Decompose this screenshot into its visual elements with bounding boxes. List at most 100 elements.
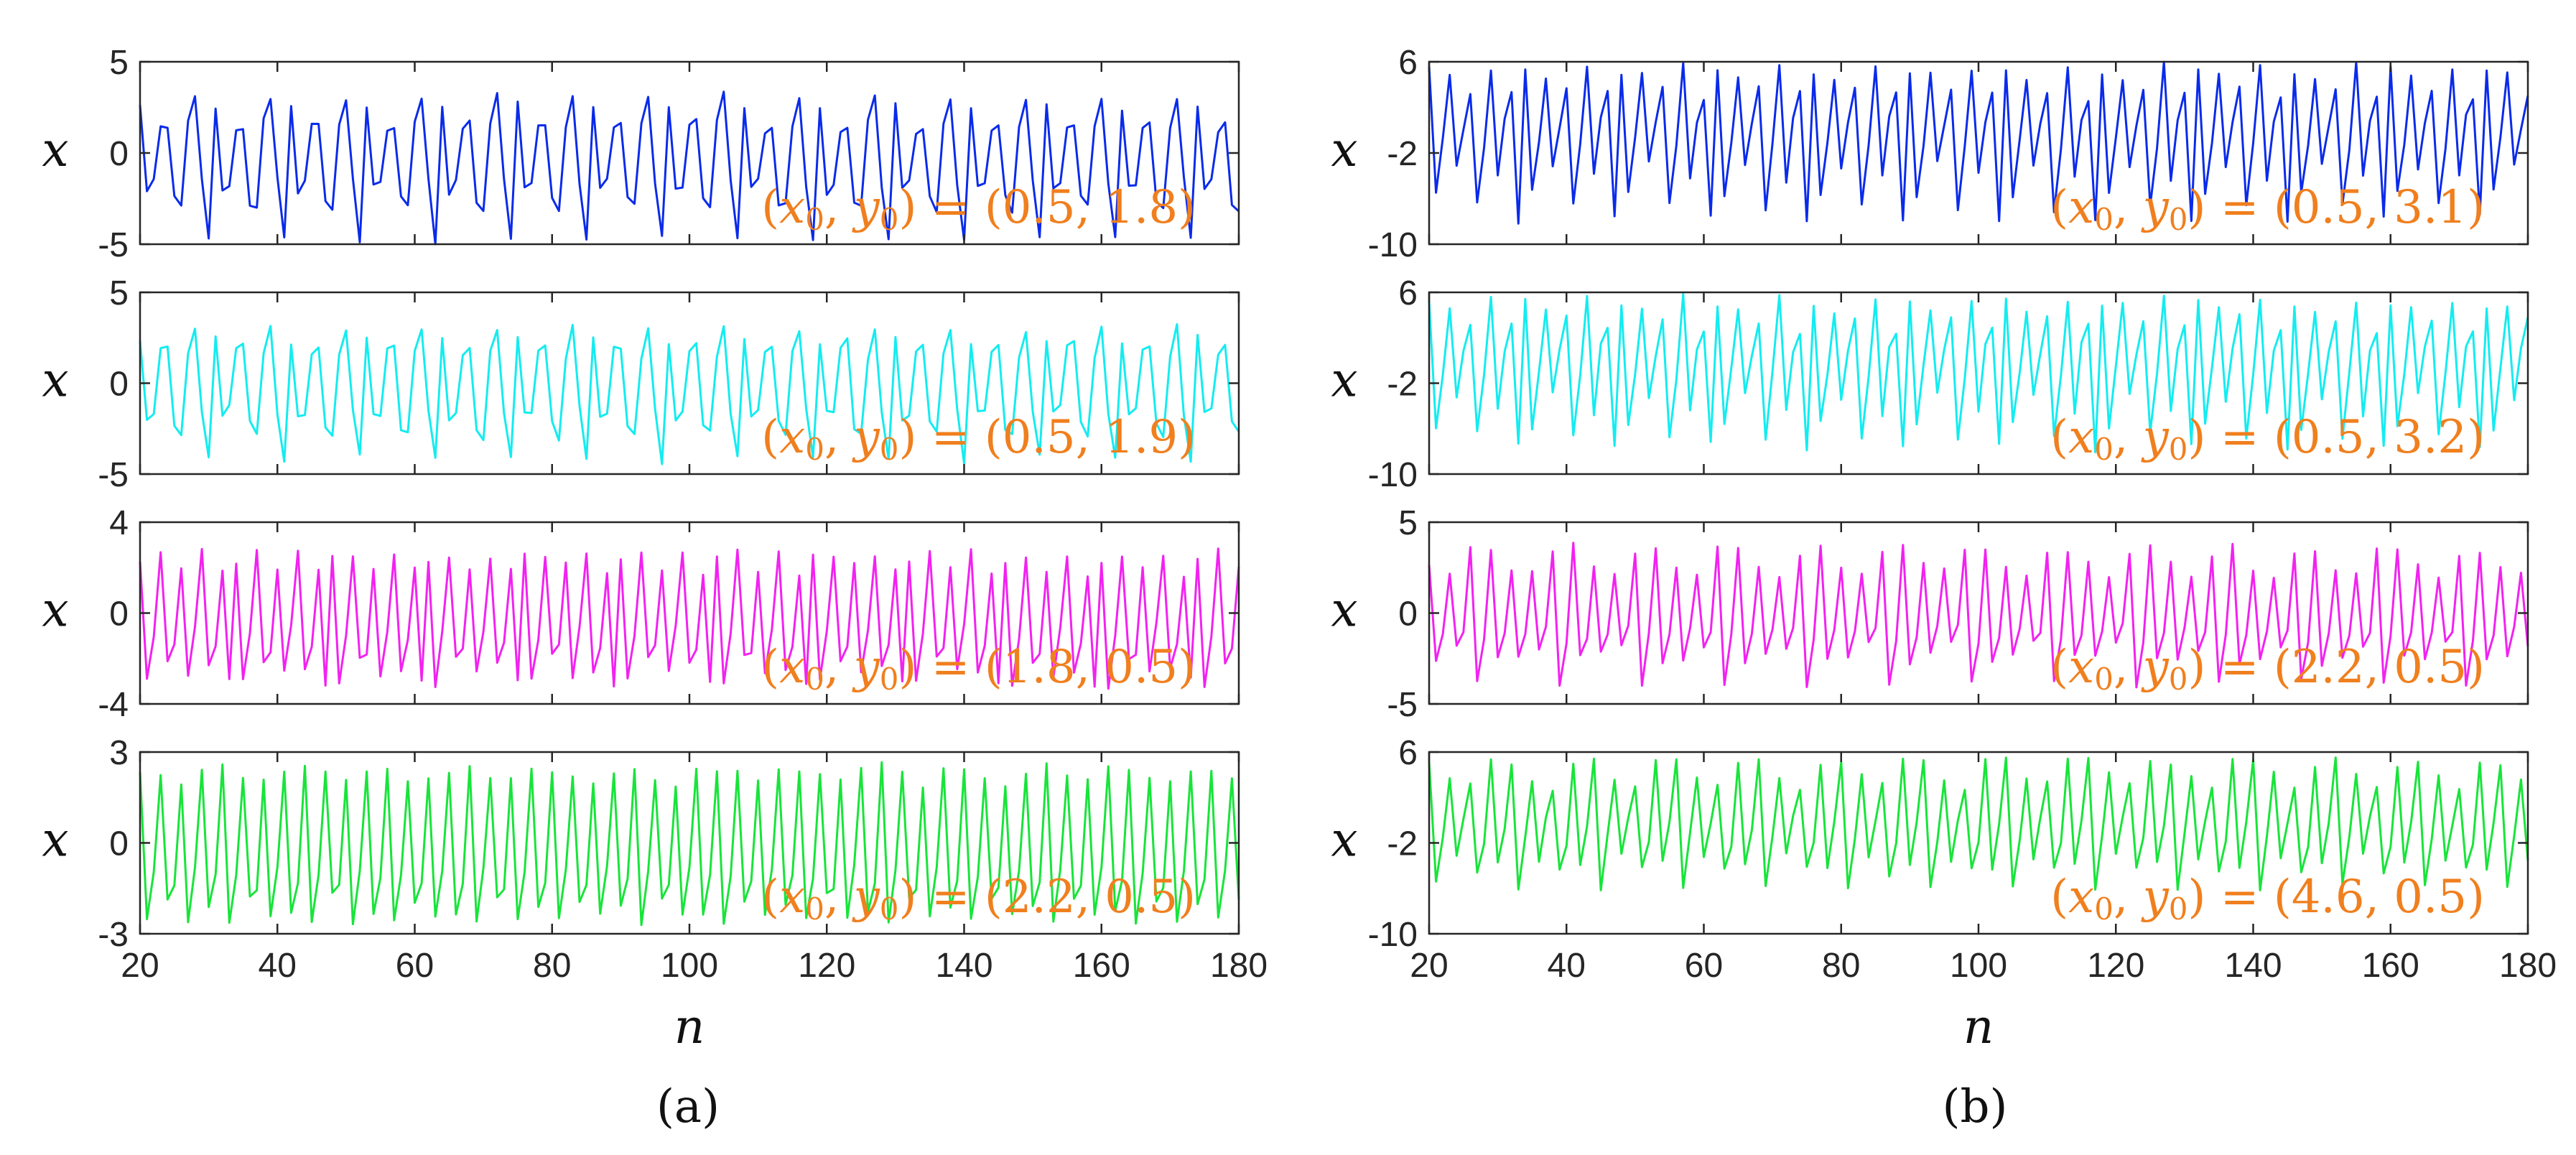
- annotation-part: =: [2206, 411, 2274, 464]
- xtick-label: 80: [533, 947, 571, 985]
- xtick-label: 140: [2224, 947, 2282, 985]
- annotation-part: (2.2, 0.5): [985, 871, 1196, 924]
- annotation-part: ,: [2114, 641, 2143, 694]
- ylabel-b1: x: [1331, 122, 1357, 177]
- annotation-part: ): [2188, 871, 2206, 924]
- xtick-label: 160: [2362, 947, 2419, 985]
- ytick-label: -2: [1387, 366, 1418, 404]
- annotation-part: x: [2068, 641, 2094, 694]
- ytick-label: -4: [98, 686, 129, 724]
- ytick-label: -5: [1387, 686, 1418, 724]
- ytick-label: -5: [98, 456, 129, 494]
- ylabel-a4: x: [42, 812, 68, 868]
- annotation-part: 0: [2169, 891, 2188, 927]
- annotation-part: 0: [805, 432, 824, 467]
- annotation-part: ,: [824, 871, 854, 924]
- xtick-label: 40: [1548, 947, 1586, 985]
- annotation-part: y: [852, 871, 880, 924]
- annotation-part: ,: [824, 411, 854, 464]
- annotation-part: (: [761, 181, 779, 234]
- xtick-label: 180: [2499, 947, 2557, 985]
- ylabel-a3: x: [42, 583, 68, 638]
- annotation-part: (1.8, 0.5): [985, 641, 1196, 694]
- ytick-label: 6: [1398, 734, 1418, 772]
- ytick-label: 3: [109, 734, 129, 772]
- xtick-label: 60: [396, 947, 434, 985]
- xtick-label: 120: [798, 947, 855, 985]
- ylabel-a1: x: [42, 122, 68, 177]
- annotation-part: y: [2141, 641, 2170, 694]
- annotation-part: (0.5, 1.9): [985, 411, 1196, 464]
- annotation-part: x: [2068, 871, 2094, 924]
- series-line-b3: [1428, 542, 2529, 689]
- annotation-part: ): [2188, 181, 2206, 234]
- annotation-part: y: [2141, 871, 2170, 924]
- annotation-part: 0: [2169, 662, 2188, 697]
- annotation-a2: (x0, y0) = (0.5, 1.9): [761, 411, 1196, 467]
- annotation-part: (: [761, 411, 779, 464]
- xtick-label: 60: [1685, 947, 1723, 985]
- subplot-b4: -10 -2 6 20 40 60 80 100 120 140 160 180 x n (x0, y0) …: [1331, 734, 2557, 1054]
- ytick-label: 0: [109, 366, 129, 404]
- annotation-part: (0.5, 3.2): [2274, 411, 2485, 464]
- annotation-part: (: [2050, 871, 2068, 924]
- annotation-part: ,: [2114, 411, 2143, 464]
- series-line-a3: [139, 547, 1240, 690]
- annotation-b1: (x0, y0) = (0.5, 3.1): [2050, 181, 2485, 237]
- annotation-part: ): [899, 871, 917, 924]
- xtick-label: 180: [1210, 947, 1268, 985]
- ytick-label: 4: [109, 504, 129, 542]
- annotation-part: (: [761, 871, 779, 924]
- annotation-a1: (x0, y0) = (0.5, 1.8): [761, 181, 1196, 237]
- annotation-part: ): [899, 641, 917, 694]
- annotation-part: 0: [2094, 432, 2114, 467]
- annotation-part: ): [2188, 641, 2206, 694]
- xlabel-a4: n: [674, 999, 705, 1054]
- annotation-part: (0.5, 3.1): [2274, 181, 2485, 234]
- ytick-label: 6: [1398, 274, 1418, 312]
- ytick-label: 5: [109, 274, 129, 312]
- annotation-part: (: [2050, 641, 2068, 694]
- series-line-a1: [139, 91, 1240, 246]
- xtick-label: 40: [259, 947, 297, 985]
- annotation-part: x: [779, 411, 805, 464]
- annotation-part: =: [917, 871, 985, 924]
- xtick-label: 100: [661, 947, 718, 985]
- annotation-part: =: [917, 411, 985, 464]
- annotation-part: =: [2206, 641, 2274, 694]
- annotation-part: (: [2050, 411, 2068, 464]
- annotation-part: y: [2141, 411, 2170, 464]
- annotation-part: =: [917, 641, 985, 694]
- annotation-part: 0: [2094, 662, 2114, 697]
- xtick-label: 140: [935, 947, 992, 985]
- ytick-label: -10: [1368, 226, 1418, 264]
- annotation-part: 0: [805, 202, 824, 237]
- annotation-b2: (x0, y0) = (0.5, 3.2): [2050, 411, 2485, 467]
- ytick-label: -10: [1368, 456, 1418, 494]
- ytick-label: -10: [1368, 916, 1418, 954]
- annotation-part: y: [852, 411, 880, 464]
- annotation-part: x: [2068, 181, 2094, 234]
- xtick-label: 120: [2087, 947, 2144, 985]
- annotation-part: y: [852, 181, 880, 234]
- ytick-label: 0: [109, 825, 129, 863]
- annotation-b4: (x0, y0) = (4.6, 0.5): [2050, 871, 2485, 927]
- ytick-label: 0: [1398, 595, 1418, 634]
- xtick-label: 20: [121, 947, 159, 985]
- ylabel-b3: x: [1331, 583, 1357, 638]
- annotation-part: (2.2, 0.5): [2274, 641, 2485, 694]
- annotation-part: x: [779, 871, 805, 924]
- annotation-a4: (x0, y0) = (2.2, 0.5): [761, 871, 1196, 927]
- series-line-a4: [139, 761, 1240, 927]
- annotation-part: 0: [880, 202, 899, 237]
- ylabel-a2: x: [42, 353, 68, 408]
- annotation-part: 0: [880, 662, 899, 697]
- ytick-label: 6: [1398, 44, 1418, 82]
- annotation-part: 0: [805, 662, 824, 697]
- annotation-part: (: [761, 641, 779, 694]
- caption-b: (b): [1943, 1080, 2008, 1133]
